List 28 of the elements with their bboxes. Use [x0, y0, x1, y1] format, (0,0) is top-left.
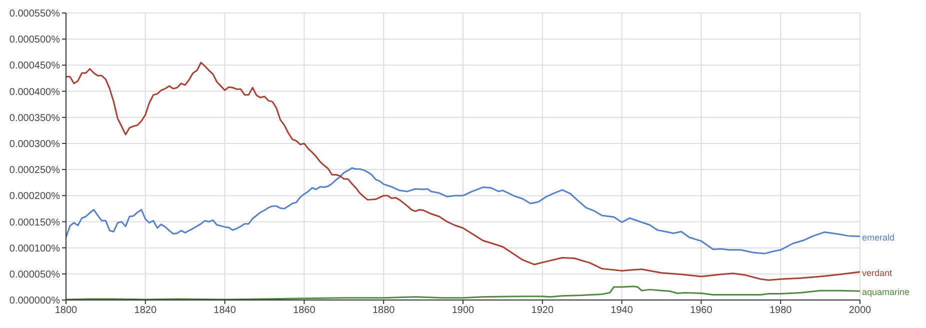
x-tick-label: 1860 [293, 305, 316, 316]
x-tick-label: 2000 [848, 305, 872, 316]
y-tick-label: 0.000550% [9, 8, 60, 20]
line-series [66, 62, 860, 281]
x-tick-label: 1800 [54, 305, 78, 316]
y-tick-label: 0.000050% [9, 269, 60, 280]
line-series [66, 167, 860, 254]
y-tick-label: 0.000400% [9, 86, 60, 98]
y-tick-label: 0.000450% [9, 60, 60, 72]
x-tick-label: 1900 [452, 305, 475, 316]
series-label: verdant [862, 268, 893, 278]
y-tick-label: 0.000100% [9, 243, 60, 254]
x-tick-label: 1980 [769, 305, 792, 316]
x-tick-label: 1880 [372, 305, 396, 316]
series-label: emerald [862, 232, 895, 242]
x-tick-label: 1940 [610, 305, 634, 316]
x-tick-label: 1820 [134, 305, 157, 316]
y-tick-label: 0.000250% [9, 165, 60, 176]
y-tick-label: 0.000000% [9, 296, 60, 307]
y-tick-label: 0.000350% [9, 112, 60, 124]
series-label: aquamarine [862, 287, 910, 298]
x-tick-label: 1840 [214, 305, 236, 316]
y-tick-label: 0.000150% [9, 217, 60, 228]
x-tick-label: 1920 [531, 305, 554, 316]
y-tick-label: 0.000200% [9, 191, 60, 202]
y-tick-label: 0.000300% [9, 139, 60, 150]
x-tick-label: 1960 [690, 305, 713, 316]
y-tick-label: 0.000500% [9, 34, 60, 46]
